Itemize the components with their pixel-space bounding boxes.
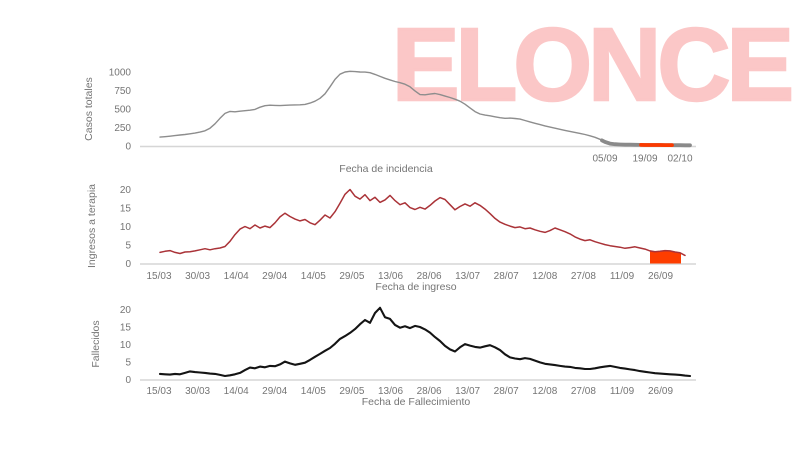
x-tick-label: 29/04	[262, 271, 287, 282]
x-tick-label: 28/07	[494, 271, 519, 282]
x-tick-label: 14/04	[224, 271, 249, 282]
x-tick-label: 29/04	[262, 386, 287, 397]
y-tick-label: 15	[120, 204, 132, 215]
watermark-text: ELONCE	[392, 7, 790, 122]
x-tick-label: 05/09	[592, 154, 617, 165]
y-axis-title: Casos totales	[83, 77, 95, 141]
x-tick-label: 11/09	[610, 271, 635, 282]
x-tick-label: 29/05	[339, 271, 364, 282]
x-tick-label: 14/04	[224, 386, 249, 397]
x-tick-label: 13/06	[378, 386, 403, 397]
x-tick-label: 30/03	[185, 271, 210, 282]
x-axis-title: Fecha de incidencia	[339, 163, 433, 175]
highlight-area	[650, 250, 681, 264]
y-tick-label: 20	[120, 185, 132, 196]
x-tick-label: 13/07	[455, 386, 480, 397]
series-line	[159, 188, 686, 257]
x-tick-label: 02/10	[667, 154, 692, 165]
y-tick-label: 0	[125, 142, 131, 153]
x-axis-title: Fecha de ingreso	[375, 281, 456, 293]
y-axis-title: Ingresos a terapia	[86, 184, 98, 268]
x-tick-label: 15/03	[146, 386, 171, 397]
x-tick-label: 13/07	[455, 271, 480, 282]
y-tick-label: 0	[125, 375, 131, 386]
x-axis-title: Fecha de Fallecimiento	[362, 396, 471, 408]
x-tick-label: 15/03	[146, 271, 171, 282]
x-tick-label: 28/07	[494, 386, 519, 397]
x-tick-label: 28/06	[417, 271, 442, 282]
x-tick-label: 26/09	[648, 386, 673, 397]
y-tick-label: 10	[120, 222, 132, 233]
y-tick-label: 500	[114, 105, 131, 116]
y-tick-label: 5	[125, 358, 131, 369]
x-tick-label: 12/08	[532, 386, 557, 397]
y-tick-label: 250	[114, 123, 131, 134]
x-tick-label: 28/06	[417, 386, 442, 397]
x-tick-label: 27/08	[571, 271, 596, 282]
y-tick-label: 1000	[109, 68, 132, 79]
series-line	[158, 306, 692, 378]
x-tick-label: 11/09	[610, 386, 635, 397]
y-tick-label: 10	[120, 340, 132, 351]
x-tick-label: 12/08	[532, 271, 557, 282]
x-tick-label: 14/05	[301, 386, 326, 397]
x-tick-label: 26/09	[648, 271, 673, 282]
x-tick-label: 13/06	[378, 271, 403, 282]
x-tick-label: 27/08	[571, 386, 596, 397]
y-tick-label: 0	[125, 259, 131, 270]
chart-ingresos-terapia: 0 5 10 15 20 Ingresos a terapia 15/03 30/03 14/0…	[86, 184, 696, 293]
x-tick-label: 30/03	[185, 386, 210, 397]
x-tick-label: 29/05	[339, 386, 364, 397]
chart-casos-totales: 0 250 500 750 1000 Casos totales 05/09 19/09 02/…	[83, 68, 696, 175]
x-tick-label: 19/09	[632, 154, 657, 165]
x-tick-label: 14/05	[301, 271, 326, 282]
y-tick-label: 20	[120, 305, 132, 316]
y-axis-title: Fallecidos	[90, 320, 102, 367]
y-tick-label: 5	[125, 241, 131, 252]
chart-fallecidos: 0 5 10 15 20 Fallecidos 15/03 30/03 14/04 29/04 14…	[90, 305, 696, 408]
y-tick-label: 750	[114, 86, 131, 97]
y-tick-label: 15	[120, 323, 132, 334]
